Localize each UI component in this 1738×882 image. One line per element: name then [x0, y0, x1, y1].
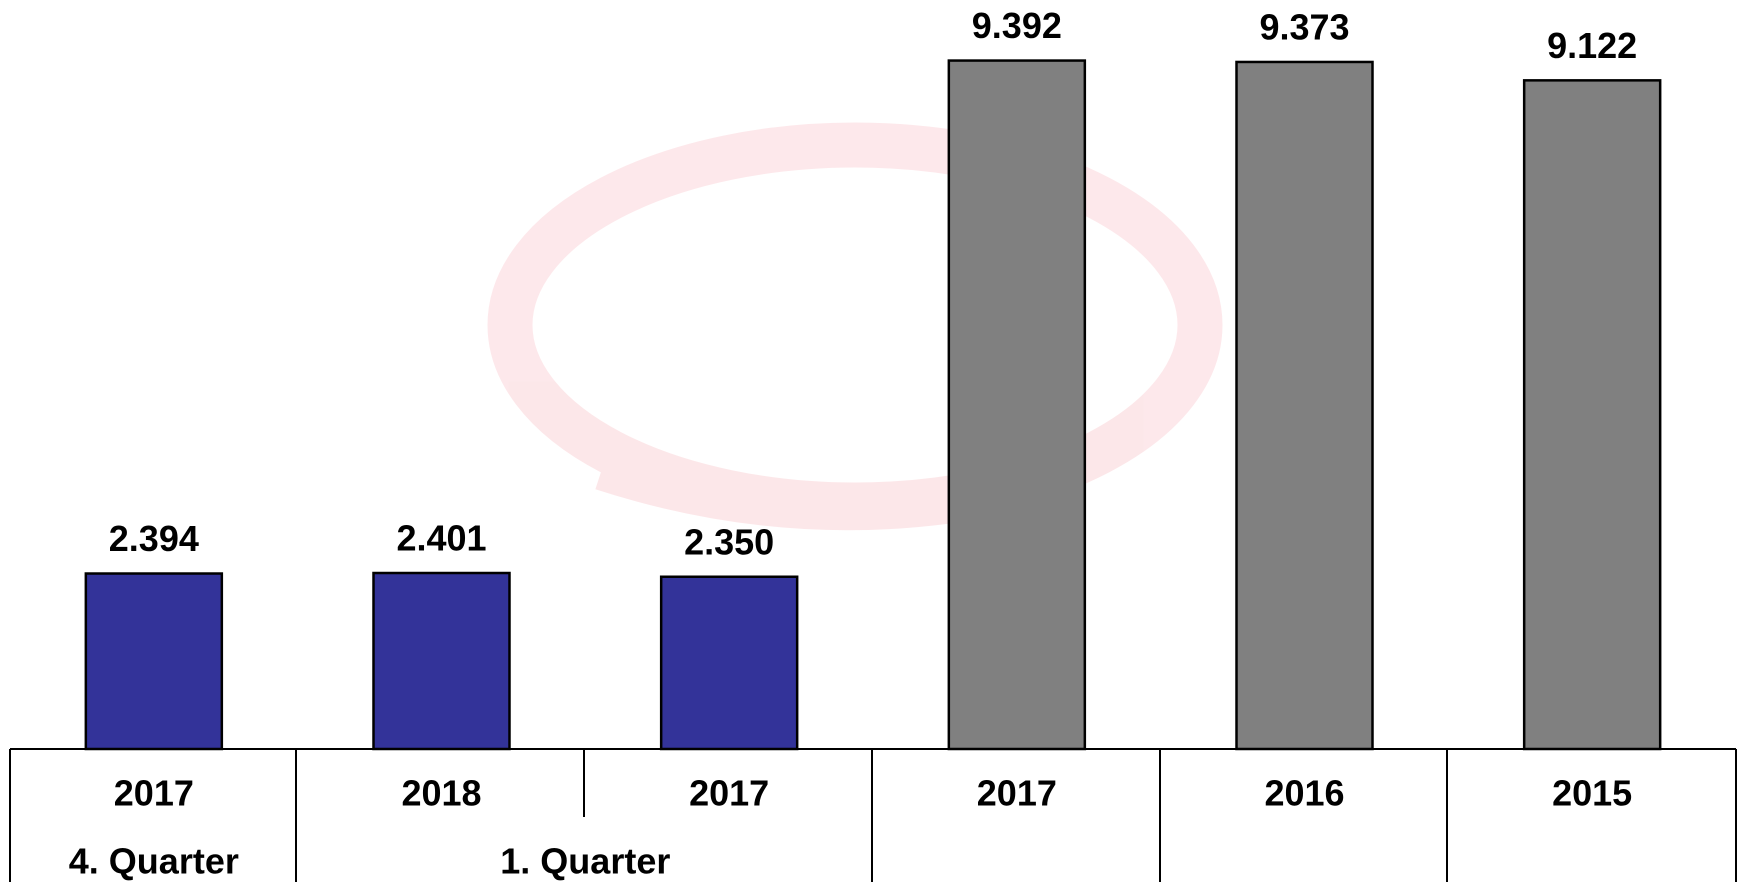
x-tick-label: 2016	[1264, 773, 1344, 814]
data-label: 2.394	[109, 518, 199, 559]
bar	[84, 572, 224, 751]
group-label: 1. Quarter	[500, 841, 670, 882]
x-tick-label: 2017	[977, 773, 1057, 814]
category-table	[9, 748, 1737, 882]
bar	[1235, 60, 1374, 751]
data-label: 9.392	[972, 5, 1062, 46]
watermark	[487, 122, 1223, 531]
x-tick-label: 2017	[114, 773, 194, 814]
bar	[372, 571, 511, 751]
group-label: 4. Quarter	[69, 841, 239, 882]
x-tick-label: 2015	[1552, 773, 1632, 814]
data-label: 2.401	[396, 518, 486, 559]
bar	[1522, 79, 1662, 751]
x-tick-label: 2017	[689, 773, 769, 814]
data-label: 2.350	[684, 521, 774, 562]
bar	[659, 575, 799, 751]
data-label: 9.122	[1547, 25, 1637, 66]
bar	[947, 59, 1087, 751]
x-tick-label: 2018	[401, 773, 481, 814]
data-label: 9.373	[1259, 6, 1349, 47]
